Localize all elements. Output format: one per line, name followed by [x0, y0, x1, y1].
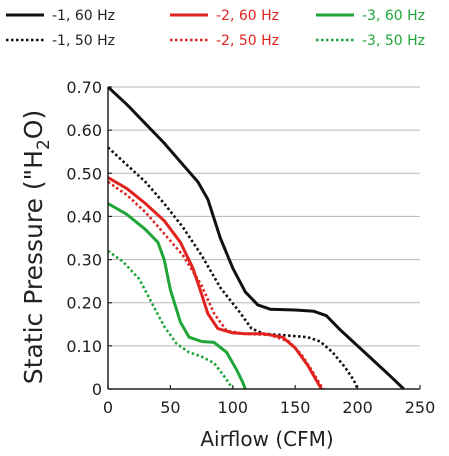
axes: [107, 86, 421, 390]
legend: -1, 60 Hz -1, 50 Hz -2, 60 Hz -2, 50 Hz -3, …: [6, 8, 425, 49]
y-axis-title-main: Static Pressure ("H: [19, 150, 48, 384]
y-tick-label-6: 0.60: [66, 121, 102, 140]
series-line-4: [107, 180, 325, 390]
series-line-5: [107, 202, 247, 390]
series-line-6: [107, 249, 234, 390]
y-tick-label-3: 0.30: [66, 251, 102, 270]
tick-labels: 0 50 100 150 200 250 0 0.10 0.20 0.30 0.40 0.50 0.60…: [66, 78, 435, 417]
x-tick-label-4: 200: [342, 398, 373, 417]
y-tick-label-0: 0: [92, 380, 102, 399]
legend-label-5: -3, 60 Hz: [362, 8, 425, 24]
legend-label-2: -1, 50 Hz: [52, 33, 115, 49]
legend-label-3: -2, 60 Hz: [216, 8, 279, 24]
y-tick-label-7: 0.70: [66, 78, 102, 97]
x-tick-label-1: 50: [160, 398, 180, 417]
legend-label-6: -3, 50 Hz: [362, 33, 425, 49]
legend-label-4: -2, 50 Hz: [216, 33, 279, 49]
y-tick-label-4: 0.40: [66, 207, 102, 226]
y-axis-title-subscript: 2: [34, 139, 54, 150]
series-line-3: [107, 176, 323, 390]
y-tick-label-1: 0.10: [66, 337, 102, 356]
series-line-2: [107, 146, 359, 390]
y-tick-label-5: 0.50: [66, 164, 102, 183]
y-tick-label-2: 0.20: [66, 294, 102, 313]
x-tick-label-3: 150: [280, 398, 311, 417]
gridlines: [108, 86, 420, 347]
series-lines: [106, 85, 405, 391]
series-line-1: [106, 85, 405, 391]
x-tick-label-0: 0: [103, 398, 113, 417]
legend-label-1: -1, 60 Hz: [52, 8, 115, 24]
x-tick-label-5: 250: [405, 398, 436, 417]
x-tick-label-2: 100: [218, 398, 249, 417]
y-axis-title-end: O): [19, 110, 48, 139]
x-axis-title: Airflow (CFM): [200, 427, 333, 451]
y-axis-title: Static Pressure ("H2O): [19, 110, 54, 384]
